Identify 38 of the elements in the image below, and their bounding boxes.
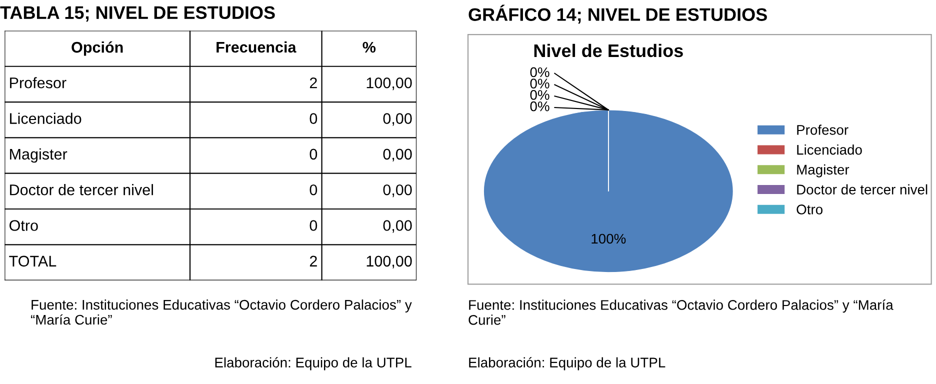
category-label: Licenciado	[10, 112, 82, 124]
data-label: 2	[310, 77, 317, 88]
data-label: 0	[310, 113, 318, 124]
legend-label: Licenciado	[797, 144, 862, 155]
data-label: 0	[310, 184, 318, 196]
data-label: 0	[310, 220, 318, 231]
text: Elaboración: Equipo de la UTPL	[215, 357, 412, 370]
category-label: Doctor de tercer nivel	[10, 184, 153, 196]
data-label: 100,00	[366, 77, 412, 90]
data-label: 0	[310, 148, 318, 160]
text: %	[362, 42, 376, 53]
category-label: TOTAL	[9, 256, 56, 267]
source-note: Fuente: Instituciones Educativas “Octavio Cordero Palacios” y “María Curie”	[31, 300, 412, 325]
legend-label: Otro	[796, 204, 822, 214]
legend-label: Profesor	[797, 124, 848, 135]
chart-title: GRÁFICO 14; NIVEL DE ESTUDIOS	[468, 4, 767, 24]
text: Elaboración: Equipo de la UTPL	[469, 357, 666, 370]
text: 0%	[530, 101, 550, 112]
data-label: 100%	[592, 234, 626, 244]
data-label: 0,00	[383, 220, 412, 233]
text: TABLA 15; NIVEL DE ESTUDIOS	[0, 6, 275, 22]
text: 0%	[530, 90, 550, 100]
category-label: Otro	[10, 220, 38, 231]
legend-label: Magister	[797, 164, 850, 178]
text: 0%	[530, 78, 550, 89]
data-label: 100,00	[366, 256, 412, 268]
source-note: Fuente: Instituciones Educativas “Octavio Cordero Palacios” y “María Curie”	[468, 300, 894, 325]
data-label: 0,00	[383, 148, 412, 162]
data-label: 2	[310, 256, 317, 266]
category-label: Magister	[10, 148, 68, 163]
data-label: 0,00	[383, 184, 412, 198]
text: 0%	[530, 67, 550, 78]
chart-subtitle: Nivel de Estudios	[534, 44, 683, 58]
text: Frecuencia	[216, 41, 296, 53]
text: Opción	[72, 41, 123, 56]
category-label: Profesor	[10, 77, 66, 88]
legend-label: Doctor de tercer nivel	[797, 184, 928, 194]
data-label: 0,00	[383, 113, 412, 126]
